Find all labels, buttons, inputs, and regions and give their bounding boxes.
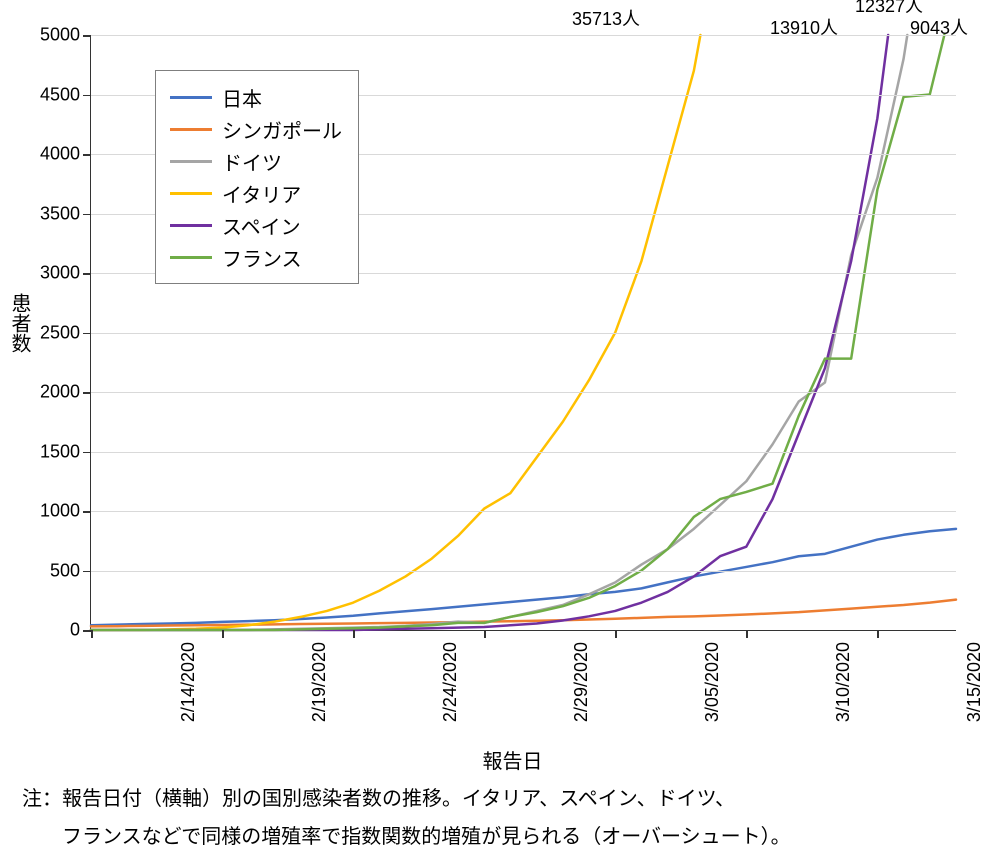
x-tick (222, 630, 224, 638)
y-tick-label: 4000 (30, 144, 80, 165)
x-tick (91, 630, 93, 638)
y-tick (83, 452, 91, 454)
gridline (91, 511, 956, 512)
legend-item: スペイン (170, 209, 342, 241)
overshoot-label: 9043人 (910, 14, 968, 40)
x-tick (877, 630, 879, 638)
y-tick-label: 2500 (30, 322, 80, 343)
x-tick-label: 2/29/2020 (571, 642, 592, 722)
y-tick-label: 3000 (30, 263, 80, 284)
legend-label: フランス (222, 243, 302, 272)
overshoot-label: 13910人 (770, 14, 838, 40)
legend-item: フランス (170, 241, 342, 273)
legend-label: 日本 (222, 83, 262, 112)
chart-container: 患者数 報告日 日本シンガポールドイツイタリアスペインフランス 注：報告日付（横… (0, 0, 983, 854)
x-tick (615, 630, 617, 638)
legend-item: 日本 (170, 81, 342, 113)
legend-label: ドイツ (222, 147, 282, 176)
legend-label: シンガポール (222, 115, 342, 144)
y-tick (83, 511, 91, 513)
legend-swatch (170, 128, 212, 131)
y-tick-label: 0 (30, 620, 80, 641)
legend-swatch (170, 160, 212, 163)
y-tick (83, 392, 91, 394)
legend-item: ドイツ (170, 145, 342, 177)
y-tick (83, 35, 91, 37)
x-tick (484, 630, 486, 638)
y-tick-label: 4500 (30, 84, 80, 105)
legend-item: シンガポール (170, 113, 342, 145)
gridline (91, 452, 956, 453)
x-tick (353, 630, 355, 638)
gridline (91, 571, 956, 572)
y-tick (83, 214, 91, 216)
y-tick (83, 333, 91, 335)
overshoot-label: 35713人 (572, 5, 640, 31)
footnote: 注：報告日付（横軸）別の国別感染者数の推移。イタリア、スペイン、ドイツ、 フラン… (22, 780, 962, 856)
y-tick (83, 95, 91, 97)
y-tick (83, 273, 91, 275)
y-tick-label: 1000 (30, 501, 80, 522)
x-tick-label: 2/19/2020 (309, 642, 330, 722)
y-tick (83, 571, 91, 573)
legend-swatch (170, 224, 212, 227)
legend-label: スペイン (222, 211, 301, 240)
legend-swatch (170, 192, 212, 195)
legend-swatch (170, 96, 212, 99)
gridline (91, 392, 956, 393)
x-tick-label: 3/15/2020 (964, 642, 983, 722)
y-tick-label: 3500 (30, 203, 80, 224)
y-tick-label: 500 (30, 560, 80, 581)
legend-label: イタリア (222, 179, 301, 208)
x-tick-label: 2/24/2020 (440, 642, 461, 722)
x-tick-label: 2/14/2020 (178, 642, 199, 722)
y-tick-label: 5000 (30, 25, 80, 46)
x-axis-label: 報告日 (483, 745, 543, 774)
gridline (91, 333, 956, 334)
x-tick-label: 3/05/2020 (702, 642, 723, 722)
legend-item: イタリア (170, 177, 342, 209)
legend: 日本シンガポールドイツイタリアスペインフランス (155, 70, 359, 284)
y-tick (83, 630, 91, 632)
footnote-line-1: 注：報告日付（横軸）別の国別感染者数の推移。イタリア、スペイン、ドイツ、 (22, 780, 962, 818)
y-tick-label: 1500 (30, 441, 80, 462)
y-tick (83, 154, 91, 156)
legend-swatch (170, 256, 212, 259)
x-tick (746, 630, 748, 638)
footnote-line-2: フランスなどで同様の増殖率で指数関数的増殖が見られる（オーバーシュート）。 (22, 818, 962, 856)
x-tick-label: 3/10/2020 (833, 642, 854, 722)
y-tick-label: 2000 (30, 382, 80, 403)
